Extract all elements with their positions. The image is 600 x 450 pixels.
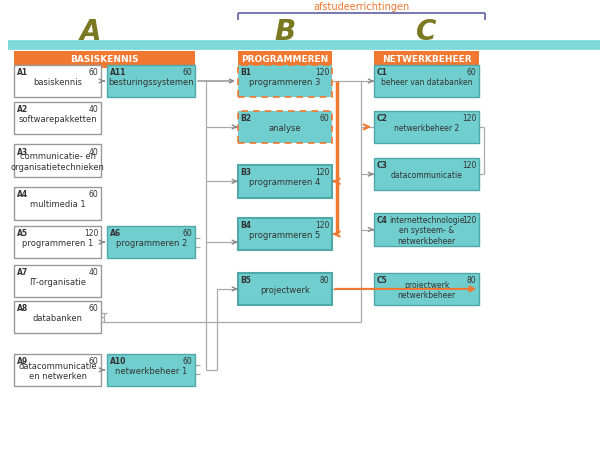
Text: 60: 60	[89, 190, 98, 199]
Text: softwarepakketten: softwarepakketten	[19, 115, 97, 124]
Text: 60: 60	[182, 357, 192, 366]
FancyBboxPatch shape	[107, 226, 195, 258]
Text: A1: A1	[17, 68, 28, 77]
FancyBboxPatch shape	[374, 158, 479, 190]
Text: B5: B5	[241, 276, 251, 285]
Text: A: A	[80, 18, 101, 46]
Text: NETWERKBEHEER: NETWERKBEHEER	[382, 55, 472, 64]
FancyBboxPatch shape	[14, 265, 101, 297]
Text: 40: 40	[89, 148, 98, 157]
Text: B1: B1	[241, 68, 251, 77]
Text: C3: C3	[377, 161, 388, 170]
Text: communicatie- en
organisatietechnieken: communicatie- en organisatietechnieken	[11, 152, 104, 172]
Text: 120: 120	[315, 68, 329, 77]
FancyBboxPatch shape	[238, 165, 332, 198]
Text: 60: 60	[466, 68, 476, 77]
Text: netwerkbeheer 1: netwerkbeheer 1	[115, 367, 187, 376]
Text: A2: A2	[17, 105, 28, 114]
Text: datacommunicatie: datacommunicatie	[391, 171, 463, 180]
FancyBboxPatch shape	[238, 273, 332, 305]
Text: A9: A9	[17, 357, 28, 366]
Text: projectwerk: projectwerk	[260, 286, 310, 295]
Text: 60: 60	[89, 357, 98, 366]
Text: C4: C4	[377, 216, 388, 225]
FancyBboxPatch shape	[238, 111, 332, 143]
Text: C: C	[416, 18, 437, 46]
Text: 60: 60	[182, 68, 192, 77]
FancyBboxPatch shape	[374, 51, 479, 68]
Text: programmeren 2: programmeren 2	[116, 239, 187, 248]
Text: 40: 40	[89, 105, 98, 114]
Text: 120: 120	[315, 221, 329, 230]
FancyBboxPatch shape	[374, 65, 479, 97]
Text: B4: B4	[241, 221, 251, 230]
FancyBboxPatch shape	[107, 354, 195, 386]
Text: B2: B2	[241, 114, 251, 123]
FancyBboxPatch shape	[238, 65, 332, 97]
Text: 80: 80	[467, 276, 476, 285]
Text: PROGRAMMEREN: PROGRAMMEREN	[241, 55, 329, 64]
Text: BASISKENNIS: BASISKENNIS	[70, 55, 139, 64]
Text: netwerkbeheer 2: netwerkbeheer 2	[394, 124, 459, 133]
Text: besturingssystemen: besturingssystemen	[109, 78, 194, 87]
Text: 120: 120	[462, 161, 476, 170]
Text: A6: A6	[110, 229, 121, 238]
Text: internettechnologie
en systeem- &
netwerkbeheer: internettechnologie en systeem- & netwer…	[389, 216, 464, 246]
Text: databanken: databanken	[32, 314, 83, 323]
Text: 40: 40	[89, 268, 98, 277]
Text: datacommunicatie
en netwerken: datacommunicatie en netwerken	[19, 361, 97, 381]
FancyBboxPatch shape	[374, 111, 479, 143]
Text: C2: C2	[377, 114, 388, 123]
FancyBboxPatch shape	[238, 218, 332, 250]
Text: A10: A10	[110, 357, 127, 366]
Text: C5: C5	[377, 276, 388, 285]
Text: A5: A5	[17, 229, 28, 238]
FancyBboxPatch shape	[14, 65, 101, 97]
Text: projectwerk
netwerkbeheer: projectwerk netwerkbeheer	[397, 280, 455, 300]
FancyBboxPatch shape	[14, 102, 101, 134]
Text: A3: A3	[17, 148, 28, 157]
FancyBboxPatch shape	[107, 65, 195, 97]
Text: beheer van databanken: beheer van databanken	[381, 78, 472, 87]
Text: multimedia 1: multimedia 1	[30, 200, 85, 209]
Text: 120: 120	[462, 216, 476, 225]
Text: 60: 60	[182, 229, 192, 238]
FancyBboxPatch shape	[14, 226, 101, 258]
Text: 60: 60	[89, 68, 98, 77]
Text: A4: A4	[17, 190, 28, 199]
Text: 120: 120	[84, 229, 98, 238]
FancyBboxPatch shape	[14, 51, 195, 68]
FancyBboxPatch shape	[374, 213, 479, 246]
FancyBboxPatch shape	[374, 273, 479, 305]
FancyBboxPatch shape	[14, 187, 101, 220]
Text: B3: B3	[241, 168, 251, 177]
Text: 60: 60	[320, 114, 329, 123]
FancyBboxPatch shape	[14, 144, 101, 177]
FancyBboxPatch shape	[14, 301, 101, 333]
Text: basiskennis: basiskennis	[33, 78, 82, 87]
Text: programmeren 5: programmeren 5	[250, 231, 320, 240]
Text: A11: A11	[110, 68, 127, 77]
Text: B: B	[274, 18, 296, 46]
Text: 120: 120	[462, 114, 476, 123]
Text: programmeren 4: programmeren 4	[250, 178, 320, 187]
Text: analyse: analyse	[269, 124, 301, 133]
FancyBboxPatch shape	[238, 51, 332, 68]
Text: A7: A7	[17, 268, 28, 277]
Text: 120: 120	[315, 168, 329, 177]
Text: programmeren 1: programmeren 1	[22, 239, 93, 248]
Text: afstudeerrichtingen: afstudeerrichtingen	[313, 2, 409, 12]
FancyBboxPatch shape	[14, 354, 101, 386]
Text: IT-organisatie: IT-organisatie	[29, 278, 86, 287]
Text: C1: C1	[377, 68, 388, 77]
Text: 80: 80	[320, 276, 329, 285]
Text: 60: 60	[89, 304, 98, 313]
Text: A8: A8	[17, 304, 28, 313]
Text: programmeren 3: programmeren 3	[250, 78, 320, 87]
